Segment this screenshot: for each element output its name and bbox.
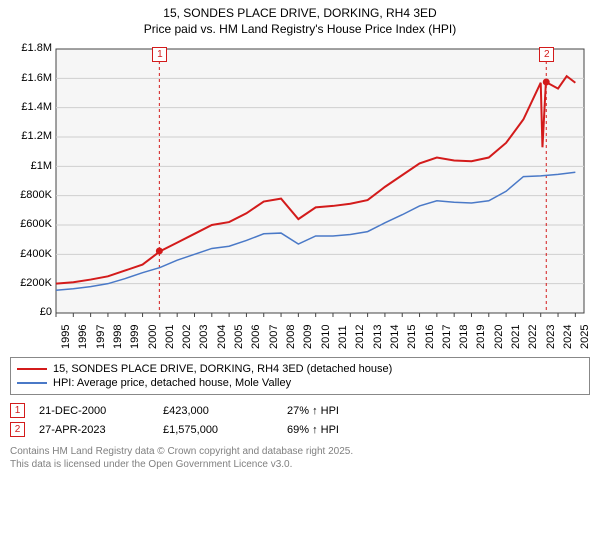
- x-axis-label: 2008: [285, 325, 297, 349]
- x-axis-label: 2011: [337, 326, 349, 350]
- events-table: 1 21-DEC-2000 £423,000 27% ↑ HPI 2 27-APR-202…: [10, 401, 590, 439]
- x-axis-label: 1995: [60, 325, 72, 349]
- x-axis-label: 2013: [372, 325, 384, 349]
- legend-item: HPI: Average price, detached house, Mole…: [17, 376, 583, 390]
- x-axis-label: 2020: [493, 325, 505, 349]
- chart-title: 15, SONDES PLACE DRIVE, DORKING, RH4 3ED…: [10, 6, 590, 37]
- legend-item: 15, SONDES PLACE DRIVE, DORKING, RH4 3ED…: [17, 362, 583, 376]
- y-axis-label: £1.2M: [10, 130, 52, 142]
- price-chart: £0 £200K £400K £600K £800K £1M £1.2M £1.4M £1.6M…: [10, 43, 590, 353]
- x-axis-label: 2004: [216, 325, 228, 349]
- title-line1: 15, SONDES PLACE DRIVE, DORKING, RH4 3ED: [10, 6, 590, 22]
- y-axis-label: £0: [10, 306, 52, 318]
- title-line2: Price paid vs. HM Land Registry's House …: [10, 22, 590, 38]
- x-axis-label: 2017: [441, 325, 453, 349]
- event-row: 2 27-APR-2023 £1,575,000 69% ↑ HPI: [10, 420, 590, 439]
- legend-label: HPI: Average price, detached house, Mole…: [53, 377, 291, 389]
- x-axis-label: 1996: [77, 325, 89, 349]
- event-delta: 69% ↑ HPI: [287, 424, 339, 436]
- event-delta: 27% ↑ HPI: [287, 405, 339, 417]
- x-axis-label: 2010: [320, 325, 332, 349]
- x-axis-label: 2022: [527, 325, 539, 349]
- footer-attribution: Contains HM Land Registry data © Crown c…: [10, 445, 590, 471]
- x-axis-label: 2019: [475, 325, 487, 349]
- y-axis-label: £800K: [10, 189, 52, 201]
- x-axis-label: 2000: [147, 325, 159, 349]
- event-row: 1 21-DEC-2000 £423,000 27% ↑ HPI: [10, 401, 590, 420]
- legend-label: 15, SONDES PLACE DRIVE, DORKING, RH4 3ED…: [53, 363, 392, 375]
- x-axis-label: 2016: [424, 325, 436, 349]
- x-axis-label: 2001: [164, 325, 176, 349]
- event-index-box: 2: [10, 422, 25, 437]
- event-price: £1,575,000: [163, 424, 273, 436]
- event-date: 27-APR-2023: [39, 424, 149, 436]
- x-axis-label: 2005: [233, 325, 245, 349]
- y-axis-label: £1.8M: [10, 42, 52, 54]
- y-axis-label: £1.6M: [10, 72, 52, 84]
- footer-line1: Contains HM Land Registry data © Crown c…: [10, 445, 590, 458]
- y-axis-label: £1.4M: [10, 101, 52, 113]
- x-axis-label: 1998: [112, 325, 124, 349]
- x-axis-label: 2002: [181, 325, 193, 349]
- x-axis-label: 2007: [268, 325, 280, 349]
- y-axis-label: £200K: [10, 277, 52, 289]
- x-axis-label: 2014: [389, 325, 401, 349]
- event-index-box: 1: [10, 403, 25, 418]
- x-axis-label: 2006: [250, 325, 262, 349]
- y-axis-label: £400K: [10, 248, 52, 260]
- x-axis-label: 2024: [562, 325, 574, 349]
- event-marker-box: 2: [539, 47, 554, 62]
- x-axis-label: 2012: [354, 325, 366, 349]
- y-axis-label: £600K: [10, 218, 52, 230]
- x-axis-label: 1999: [129, 325, 141, 349]
- x-axis-label: 2023: [545, 325, 557, 349]
- event-date: 21-DEC-2000: [39, 405, 149, 417]
- x-axis-label: 2009: [302, 325, 314, 349]
- legend: 15, SONDES PLACE DRIVE, DORKING, RH4 3ED…: [10, 357, 590, 395]
- event-price: £423,000: [163, 405, 273, 417]
- x-axis-label: 2015: [406, 325, 418, 349]
- footer-line2: This data is licensed under the Open Gov…: [10, 458, 590, 471]
- x-axis-label: 2018: [458, 325, 470, 349]
- x-axis-label: 2003: [198, 325, 210, 349]
- x-axis-label: 2021: [510, 325, 522, 349]
- legend-swatch: [17, 368, 47, 370]
- event-marker-box: 1: [152, 47, 167, 62]
- legend-swatch: [17, 382, 47, 384]
- x-axis-label: 2025: [579, 325, 591, 349]
- x-axis-label: 1997: [95, 325, 107, 349]
- y-axis-label: £1M: [10, 160, 52, 172]
